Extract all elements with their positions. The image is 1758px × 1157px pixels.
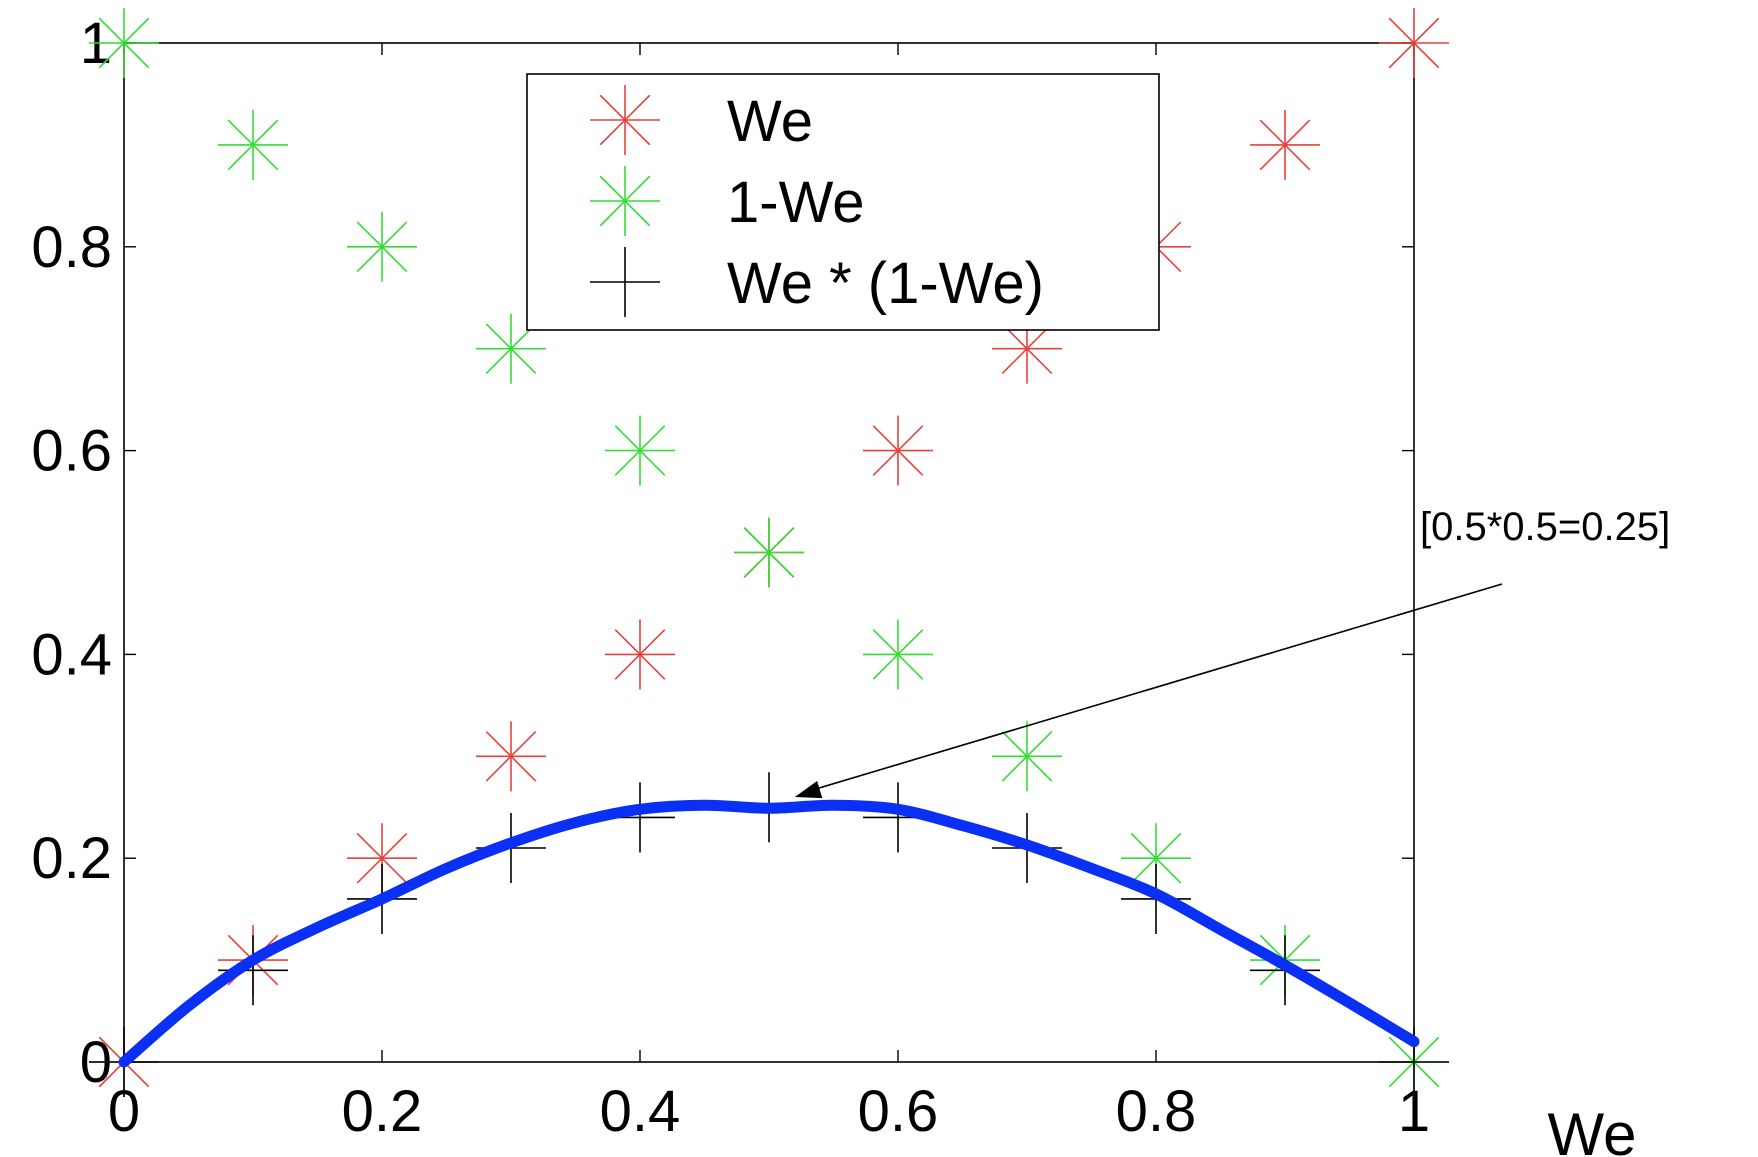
fit-curve — [118, 799, 1420, 1068]
series-1-point — [734, 517, 804, 588]
series-1-point — [347, 211, 417, 282]
x-tick-label: 0.4 — [600, 1079, 681, 1144]
series-1-point — [218, 109, 288, 180]
series-0-point — [1250, 109, 1320, 180]
series-1-point — [863, 619, 933, 690]
y-tick-label: 0.8 — [31, 215, 112, 280]
x-tick-label: 0.2 — [342, 1079, 423, 1144]
markers — [89, 8, 1449, 1097]
legend-marker — [590, 166, 660, 236]
series-0-point — [1379, 8, 1449, 78]
annotation-arrow-line — [808, 583, 1503, 792]
legend-label: We — [727, 89, 813, 154]
legend-marker — [590, 247, 660, 317]
annotation-text: [0.5*0.5=0.25] — [1420, 505, 1670, 549]
legend-box — [526, 73, 1160, 331]
series-1-point — [992, 721, 1062, 792]
x-tick-label: 0.6 — [858, 1079, 939, 1144]
legend-marker — [590, 85, 660, 155]
series-0-point — [347, 823, 417, 894]
series-0-point — [863, 415, 933, 486]
y-tick-label: 0.4 — [31, 622, 112, 687]
legend-label: 1-We — [727, 170, 865, 235]
annotation-arrow-head — [794, 780, 823, 799]
axes-box — [123, 42, 1415, 1063]
series-1-point — [89, 8, 159, 78]
series-1-point — [605, 415, 675, 486]
series-1-point — [476, 313, 546, 384]
y-tick-label: 0.2 — [31, 826, 112, 891]
x-tick-label: 0.8 — [1116, 1079, 1197, 1144]
fit-curve-layer — [118, 799, 1420, 1068]
x-axis-label: We — [1548, 1101, 1637, 1157]
legend: We 1-We We * (1-We) — [526, 73, 1160, 331]
legend-label: We * (1-We) — [727, 251, 1044, 316]
series-0-point — [605, 619, 675, 690]
annotation: [0.5*0.5=0.25] — [794, 505, 1670, 799]
y-tick-label: 0.6 — [31, 419, 112, 484]
series-0-point — [476, 721, 546, 792]
